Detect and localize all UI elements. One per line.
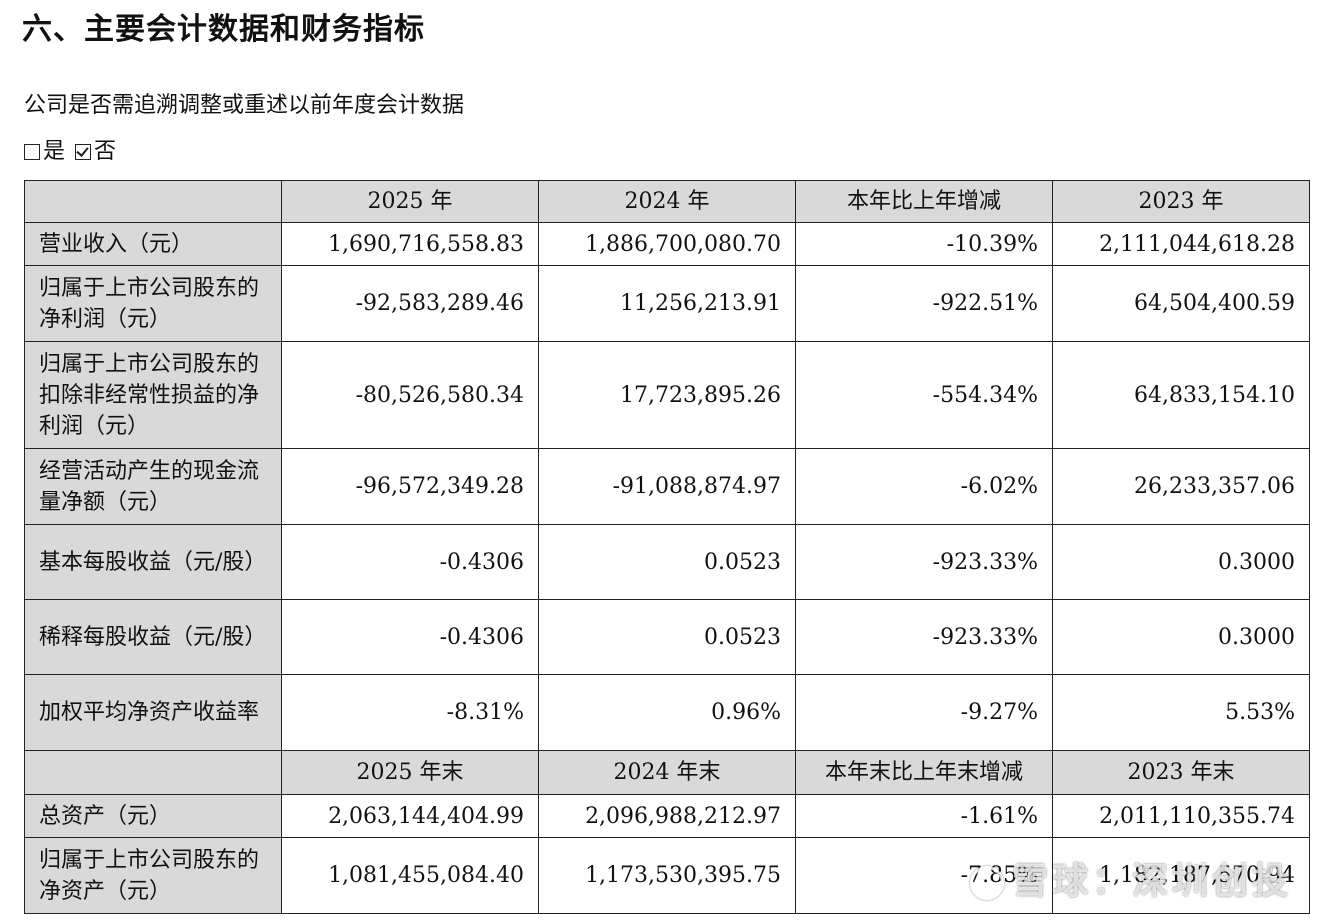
table-cell: 2,096,988,212.97 <box>538 794 796 838</box>
table-cell: 1,081,455,084.40 <box>281 837 539 914</box>
row-label: 归属于上市公司股东的净资产（元） <box>24 837 282 914</box>
row-label: 归属于上市公司股东的净利润（元） <box>24 265 282 342</box>
table-cell: -922.51% <box>795 265 1053 342</box>
table-row: 归属于上市公司股东的净利润（元） -92,583,289.46 11,256,2… <box>24 265 1310 342</box>
option-no-label: 否 <box>94 139 117 164</box>
table-cell: -7.85% <box>795 837 1053 914</box>
row-label: 加权平均净资产收益率 <box>24 674 282 751</box>
table-header-row: 2025 年 2024 年 本年比上年增减 2023 年 <box>24 180 1310 223</box>
table-cell: 2,111,044,618.28 <box>1052 222 1310 266</box>
table-cell: -0.4306 <box>281 524 539 600</box>
header-cell: 本年末比上年末增减 <box>795 750 1053 795</box>
header-cell: 本年比上年增减 <box>795 180 1053 223</box>
table-cell: -80,526,580.34 <box>281 341 539 449</box>
header-corner <box>24 750 282 795</box>
table-row: 总资产（元） 2,063,144,404.99 2,096,988,212.97… <box>24 794 1310 838</box>
table-cell: -554.34% <box>795 341 1053 449</box>
table-row: 基本每股收益（元/股） -0.4306 0.0523 -923.33% 0.30… <box>24 524 1310 600</box>
table-cell: -91,088,874.97 <box>538 448 796 525</box>
table-cell: 1,690,716,558.83 <box>281 222 539 266</box>
table-cell: -8.31% <box>281 674 539 751</box>
option-yes-label: 是 <box>43 139 66 164</box>
header-cell: 2023 年末 <box>1052 750 1310 795</box>
table-cell: -923.33% <box>795 599 1053 675</box>
table-cell: 0.96% <box>538 674 796 751</box>
financial-indicators-table: 2025 年 2024 年 本年比上年增减 2023 年 营业收入（元） 1,6… <box>24 180 1310 914</box>
table-row: 归属于上市公司股东的净资产（元） 1,081,455,084.40 1,173,… <box>24 837 1310 914</box>
table-row: 加权平均净资产收益率 -8.31% 0.96% -9.27% 5.53% <box>24 674 1310 751</box>
table-cell: -1.61% <box>795 794 1053 838</box>
table-cell: 2,063,144,404.99 <box>281 794 539 838</box>
restatement-question: 公司是否需追溯调整或重述以前年度会计数据 <box>24 93 465 118</box>
table-row: 稀释每股收益（元/股） -0.4306 0.0523 -923.33% 0.30… <box>24 599 1310 675</box>
table-cell: 0.3000 <box>1052 599 1310 675</box>
table-cell: 0.3000 <box>1052 524 1310 600</box>
table-row: 营业收入（元） 1,690,716,558.83 1,886,700,080.7… <box>24 222 1310 266</box>
table-cell: -0.4306 <box>281 599 539 675</box>
row-label: 基本每股收益（元/股） <box>24 524 282 600</box>
header-cell: 2024 年 <box>538 180 796 223</box>
table-cell: 17,723,895.26 <box>538 341 796 449</box>
table-cell: -6.02% <box>795 448 1053 525</box>
table-cell: 11,256,213.91 <box>538 265 796 342</box>
table-row: 经营活动产生的现金流量净额（元） -96,572,349.28 -91,088,… <box>24 448 1310 525</box>
table-cell: -92,583,289.46 <box>281 265 539 342</box>
table-cell: 64,504,400.59 <box>1052 265 1310 342</box>
header-cell: 2024 年末 <box>538 750 796 795</box>
table-row: 归属于上市公司股东的扣除非经常性损益的净利润（元） -80,526,580.34… <box>24 341 1310 449</box>
table-cell: 0.0523 <box>538 599 796 675</box>
table-cell: 0.0523 <box>538 524 796 600</box>
header-cell: 2025 年 <box>281 180 539 223</box>
table-cell: 1,182,187,570.94 <box>1052 837 1310 914</box>
checkbox-checked-icon[interactable] <box>75 144 92 160</box>
row-label: 营业收入（元） <box>24 222 282 266</box>
table-cell: 5.53% <box>1052 674 1310 751</box>
row-label: 总资产（元） <box>24 794 282 838</box>
table-cell: 64,833,154.10 <box>1052 341 1310 449</box>
table-cell: 26,233,357.06 <box>1052 448 1310 525</box>
row-label: 稀释每股收益（元/股） <box>24 599 282 675</box>
table-cell: 1,886,700,080.70 <box>538 222 796 266</box>
header-cell: 2025 年末 <box>281 750 539 795</box>
table-header-row: 2025 年末 2024 年末 本年末比上年末增减 2023 年末 <box>24 750 1310 795</box>
table-cell: 1,173,530,395.75 <box>538 837 796 914</box>
table-cell: -10.39% <box>795 222 1053 266</box>
table-cell: -9.27% <box>795 674 1053 751</box>
table-cell: -96,572,349.28 <box>281 448 539 525</box>
header-cell: 2023 年 <box>1052 180 1310 223</box>
table-cell: -923.33% <box>795 524 1053 600</box>
checkbox-unchecked-icon[interactable] <box>24 144 40 160</box>
header-corner <box>24 180 282 223</box>
table-cell: 2,011,110,355.74 <box>1052 794 1310 838</box>
option-yes[interactable]: 是 <box>24 136 65 168</box>
row-label: 归属于上市公司股东的扣除非经常性损益的净利润（元） <box>24 341 282 449</box>
row-label: 经营活动产生的现金流量净额（元） <box>24 448 282 525</box>
option-no[interactable]: 否 <box>75 136 116 168</box>
restatement-options: 是 否 <box>24 136 126 168</box>
section-heading: 六、主要会计数据和财务指标 <box>22 12 425 47</box>
